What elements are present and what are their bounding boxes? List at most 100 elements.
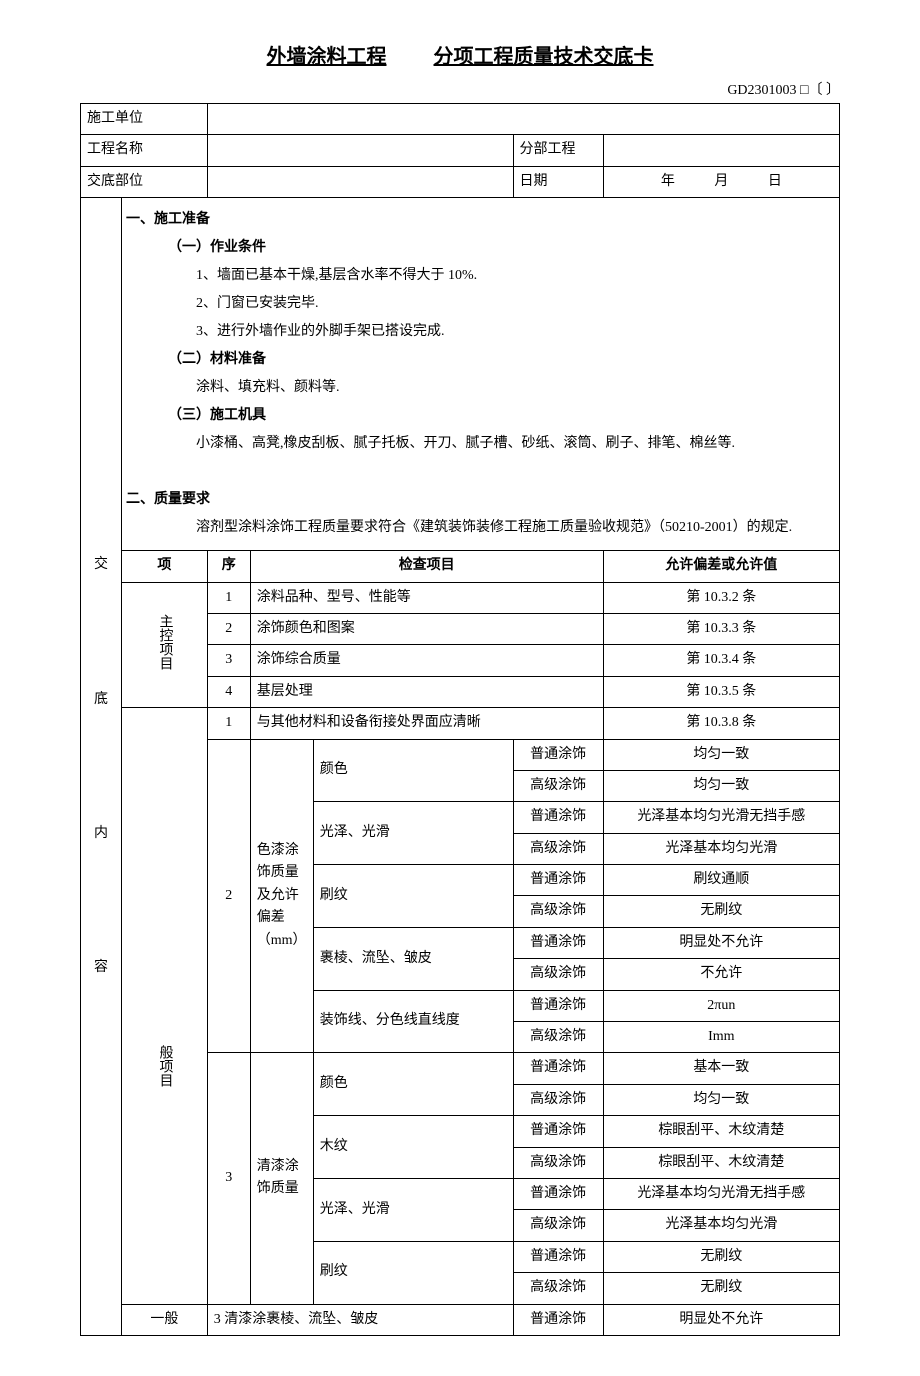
seq: 2 bbox=[207, 739, 250, 1053]
val: 明显处不允许 bbox=[603, 1304, 839, 1335]
val: 明显处不允许 bbox=[603, 927, 839, 958]
val: 无刷纹 bbox=[603, 1241, 839, 1272]
content-body: 一、施工准备 （一）作业条件 1、墙面已基本干燥,基层含水率不得大于 10%. … bbox=[122, 198, 840, 551]
row-pos: 交底部位 日期 年 月 日 bbox=[81, 166, 840, 197]
val: 第 10.3.4 条 bbox=[603, 645, 839, 676]
val-date: 年 月 日 bbox=[603, 166, 839, 197]
lvl: 普通涂饰 bbox=[513, 990, 603, 1021]
subgroup: 色漆涂饰质量及允许偏差（mm） bbox=[250, 739, 313, 1053]
s1-1-3: 3、进行外墙作业的外脚手架已搭设完成. bbox=[126, 318, 835, 346]
val: 2πun bbox=[603, 990, 839, 1021]
val: 光泽基本均匀光滑无挡手感 bbox=[603, 1178, 839, 1209]
lvl: 高级涂饰 bbox=[513, 770, 603, 801]
lvl: 高级涂饰 bbox=[513, 833, 603, 864]
s1-1-2: 2、门窗已安装完毕. bbox=[126, 290, 835, 318]
val: 第 10.3.3 条 bbox=[603, 613, 839, 644]
val: 棕眼刮平、木纹清楚 bbox=[603, 1116, 839, 1147]
s1-2-title: （二）材料准备 bbox=[126, 346, 835, 374]
val: 无刷纹 bbox=[603, 1273, 839, 1304]
lvl: 普通涂饰 bbox=[513, 1304, 603, 1335]
th-check: 检查项目 bbox=[250, 551, 603, 582]
val-unit bbox=[207, 104, 839, 135]
lvl: 高级涂饰 bbox=[513, 1147, 603, 1178]
label-proj: 工程名称 bbox=[81, 135, 208, 166]
val: 光泽基本均匀光滑 bbox=[603, 833, 839, 864]
val: 基本一致 bbox=[603, 1053, 839, 1084]
val-proj bbox=[207, 135, 513, 166]
item: 装饰线、分色线直线度 bbox=[313, 990, 513, 1053]
val-sub bbox=[603, 135, 839, 166]
seq: 1 bbox=[207, 582, 250, 613]
lvl: 普通涂饰 bbox=[513, 927, 603, 958]
item: 与其他材料和设备衔接处界面应清晰 bbox=[250, 708, 603, 739]
s2-title: 二、质量要求 bbox=[126, 492, 210, 507]
month: 月 bbox=[714, 171, 728, 193]
lvl: 普通涂饰 bbox=[513, 739, 603, 770]
subgroup: 清漆涂饰质量 bbox=[250, 1053, 313, 1304]
seq: 3 bbox=[207, 645, 250, 676]
s1-1-1: 1、墙面已基本干燥,基层含水率不得大于 10%. bbox=[126, 262, 835, 290]
val: 第 10.3.2 条 bbox=[603, 582, 839, 613]
s1-1-title: （一）作业条件 bbox=[126, 234, 835, 262]
lvl: 高级涂饰 bbox=[513, 959, 603, 990]
item: 涂饰综合质量 bbox=[250, 645, 603, 676]
table-row: 主控项目 1 涂料品种、型号、性能等 第 10.3.2 条 bbox=[81, 582, 840, 613]
item: 基层处理 bbox=[250, 676, 603, 707]
lvl: 高级涂饰 bbox=[513, 1273, 603, 1304]
label-unit: 施工单位 bbox=[81, 104, 208, 135]
lvl: 高级涂饰 bbox=[513, 1084, 603, 1115]
item: 光泽、光滑 bbox=[313, 1178, 513, 1241]
item: 颜色 bbox=[313, 739, 513, 802]
item: 3 清漆涂裹棱、流坠、皱皮 bbox=[207, 1304, 513, 1335]
group-general: 般项目 bbox=[122, 708, 208, 1304]
item: 颜色 bbox=[313, 1053, 513, 1116]
table-row: 一般 3 清漆涂裹棱、流坠、皱皮 普通涂饰 明显处不允许 bbox=[81, 1304, 840, 1335]
row-content: 交 底 内 容 一、施工准备 （一）作业条件 1、墙面已基本干燥,基层含水率不得… bbox=[81, 198, 840, 551]
val: 光泽基本均匀光滑无挡手感 bbox=[603, 802, 839, 833]
year: 年 bbox=[661, 171, 675, 193]
title-part2: 分项工程质量技术交底卡 bbox=[434, 46, 654, 68]
side-char: 交 bbox=[94, 557, 108, 572]
lvl: 普通涂饰 bbox=[513, 865, 603, 896]
s1-2-1: 涂料、填充料、颜料等. bbox=[126, 374, 835, 402]
val: 刷纹通顺 bbox=[603, 865, 839, 896]
val: 第 10.3.5 条 bbox=[603, 676, 839, 707]
item: 木纹 bbox=[313, 1116, 513, 1179]
s2-body: 溶剂型涂料涂饰工程质量要求符合《建筑装饰装修工程施工质量验收规范》（50210-… bbox=[126, 514, 835, 542]
item: 裹棱、流坠、皱皮 bbox=[313, 927, 513, 990]
main-table: 施工单位 工程名称 分部工程 交底部位 日期 年 月 日 交 底 内 容 一、施… bbox=[80, 103, 840, 1336]
item: 涂料品种、型号、性能等 bbox=[250, 582, 603, 613]
val: 棕眼刮平、木纹清楚 bbox=[603, 1147, 839, 1178]
seq: 4 bbox=[207, 676, 250, 707]
title-part1: 外墙涂料工程 bbox=[267, 46, 387, 68]
s1-3-1: 小漆桶、高凳,橡皮刮板、腻子托板、开刀、腻子槽、砂纸、滚筒、刷子、排笔、棉丝等. bbox=[126, 430, 835, 458]
val: 均匀一致 bbox=[603, 739, 839, 770]
doc-code: GD2301003 □〔 〕 bbox=[80, 79, 840, 99]
val: 无刷纹 bbox=[603, 896, 839, 927]
val: 第 10.3.8 条 bbox=[603, 708, 839, 739]
item: 光泽、光滑 bbox=[313, 802, 513, 865]
side-label: 交 底 内 容 bbox=[81, 198, 122, 1336]
seq: 1 bbox=[207, 708, 250, 739]
val: 均匀一致 bbox=[603, 770, 839, 801]
label-sub: 分部工程 bbox=[513, 135, 603, 166]
val: 均匀一致 bbox=[603, 1084, 839, 1115]
side-char: 底 bbox=[94, 692, 108, 707]
val: Imm bbox=[603, 1022, 839, 1053]
lvl: 高级涂饰 bbox=[513, 896, 603, 927]
lvl: 高级涂饰 bbox=[513, 1210, 603, 1241]
th-seq: 序 bbox=[207, 551, 250, 582]
row-unit: 施工单位 bbox=[81, 104, 840, 135]
seq: 3 bbox=[207, 1053, 250, 1304]
group-general2: 一般 bbox=[122, 1304, 208, 1335]
item: 刷纹 bbox=[313, 1241, 513, 1304]
table-row: 般项目 1 与其他材料和设备衔接处界面应清晰 第 10.3.8 条 bbox=[81, 708, 840, 739]
s1-3-title: （三）施工机具 bbox=[126, 402, 835, 430]
lvl: 高级涂饰 bbox=[513, 1022, 603, 1053]
th-allow: 允许偏差或允许值 bbox=[603, 551, 839, 582]
val: 不允许 bbox=[603, 959, 839, 990]
seq: 2 bbox=[207, 613, 250, 644]
inner-thead: 项 序 检查项目 允许偏差或允许值 bbox=[81, 551, 840, 582]
lvl: 普通涂饰 bbox=[513, 1053, 603, 1084]
day: 日 bbox=[768, 171, 782, 193]
